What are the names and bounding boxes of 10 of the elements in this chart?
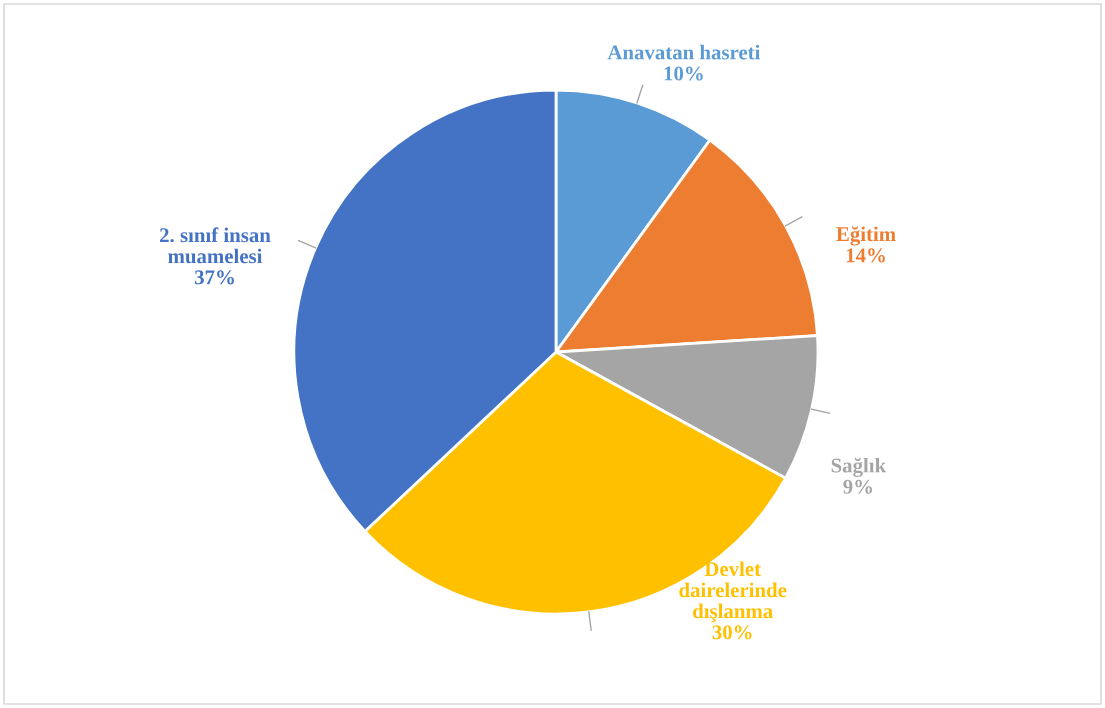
slice-label: 2. sınıf insan muamelesi bbox=[160, 227, 271, 264]
data-label: 30% bbox=[712, 625, 752, 640]
data-label: 10% bbox=[664, 66, 703, 81]
slice-label: Eğitim bbox=[836, 226, 896, 246]
slice-label: Anavatan hasreti bbox=[607, 44, 761, 60]
data-label: 14% bbox=[846, 248, 885, 263]
data-label: 9% bbox=[843, 479, 873, 494]
slice-label: Devlet dairelerinde dışlanma bbox=[679, 561, 787, 623]
slice-label: Sağlık bbox=[831, 457, 887, 477]
data-label: 37% bbox=[194, 270, 234, 285]
